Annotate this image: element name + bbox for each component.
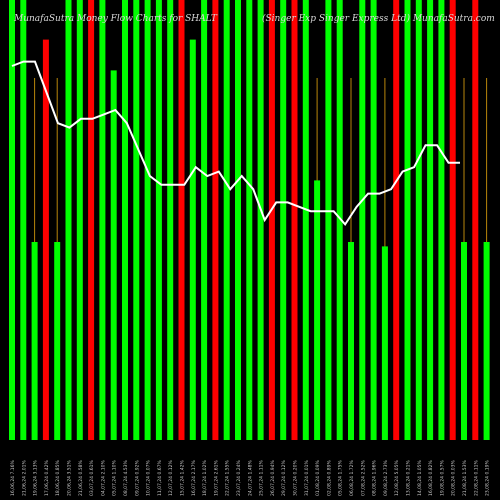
bar (336, 0, 343, 440)
x-tick-label: 08,08,24 1.96% (372, 460, 378, 496)
x-tick-label: 19,07,24 2.61% (213, 460, 219, 496)
chart-title-right: (Singer Exp Singer Express Ltd) MunafaSu… (262, 14, 495, 24)
bar (268, 0, 275, 440)
x-tick-label: 18,07,24 1.02% (202, 460, 208, 496)
bar (415, 0, 422, 440)
bar (223, 0, 230, 440)
x-tick-label: 21,06,24 0.58% (78, 460, 84, 496)
x-tick-label: 21,08,24 1.53% (462, 460, 468, 496)
bar (42, 39, 49, 440)
bar (88, 0, 95, 440)
bar (9, 0, 15, 440)
bar (31, 242, 38, 440)
bar (133, 0, 140, 440)
bar (427, 0, 434, 440)
x-tick-label: 22,07,24 1.55% (225, 460, 231, 496)
bar (246, 0, 253, 440)
bar (235, 0, 241, 440)
x-tick-label: 05,08,24 1.75% (338, 460, 344, 496)
bar (280, 0, 287, 440)
x-tick-label: 12,07,24 0.12% (168, 460, 174, 496)
bar (76, 0, 83, 440)
x-tick-label: 26,07,24 0.94% (270, 460, 276, 496)
x-tick-label: 29,07,24 0.12% (281, 460, 287, 496)
bar (65, 0, 72, 440)
x-tick-label: 19,06,24 3.13% (33, 460, 39, 496)
x-tick-label: 08,07,24 4.53% (123, 460, 129, 496)
x-tick-label: 10,07,24 0.07% (146, 460, 152, 496)
bar (393, 0, 400, 440)
bar (122, 0, 128, 440)
x-tick-label: 20,06,24 3.51% (67, 460, 73, 496)
bar (201, 0, 208, 440)
x-tick-label: 30,07,24 0.20% (293, 460, 299, 496)
bar (54, 242, 61, 440)
x-tick-label: 19,08,24 0.57% (439, 460, 445, 496)
bar (325, 0, 332, 440)
x-tick-label: 15,07,24 1.42% (180, 460, 186, 496)
bar (348, 242, 354, 440)
money-flow-line (11, 60, 460, 227)
bar (167, 0, 174, 440)
bar (178, 0, 185, 440)
x-tick-label: 06,08,24 1.72% (349, 460, 355, 496)
x-tick-label: 23,08,24 0.19% (485, 460, 491, 496)
bar (449, 0, 456, 440)
x-tick-label: 05,07,24 1.10% (112, 460, 118, 496)
x-tick-label: 25,07,24 1.11% (259, 460, 265, 496)
chart-title-left: MunafaSutra Money Flow Charts for SHALT (14, 14, 217, 24)
x-tick-label: 20,08,24 0.03% (451, 460, 457, 496)
x-tick-label: 31,07,24 0.01% (304, 460, 310, 496)
bar (155, 0, 162, 440)
bar (314, 180, 321, 440)
bar (257, 0, 264, 440)
x-tick-label: 01,08,24 0.09% (315, 460, 321, 496)
x-tick-label: 22,08,24 0.11% (473, 460, 479, 496)
bar (99, 0, 106, 440)
x-tick-label: 07,08,24 2.52% (360, 460, 366, 496)
x-tick-label: 16,07,24 2.17% (191, 460, 197, 496)
bar-series (9, 0, 490, 441)
x-tick-label: 04,07,24 2.10% (100, 460, 106, 496)
x-tick-label: 14,08,24 1.05% (417, 460, 423, 496)
x-tick-label: 23,07,24 0.24% (236, 460, 242, 496)
x-tick-label: 16,08,24 0.82% (428, 460, 434, 496)
bar (370, 0, 377, 440)
x-tick-label: 16,06,24 7.16% (10, 460, 16, 496)
x-tick-label: 09,07,24 0.92% (134, 460, 140, 496)
x-tick-label: 21,06,24 2.01% (21, 460, 27, 496)
bar (472, 0, 479, 440)
x-tick-label: 11,07,24 0.67% (157, 460, 163, 496)
x-tick-label: 18,06,24 0.85% (55, 460, 61, 496)
x-tick-label: 09,08,24 2.73% (383, 460, 389, 496)
bar (144, 0, 151, 440)
bar (381, 246, 388, 440)
bar (359, 0, 366, 440)
bar (302, 0, 309, 440)
bar (189, 39, 196, 440)
x-tick-label: 03,07,24 0.61% (89, 460, 95, 496)
x-tick-labels: 16,06,24 7.16% 21,06,24 2.01% 19,06,24 3.1… (10, 460, 491, 496)
x-tick-label: 13,08,24 0.21% (406, 460, 412, 496)
bar (438, 0, 445, 440)
x-tick-label: 02,08,24 0.89% (326, 460, 332, 496)
bar (483, 242, 490, 440)
bar (291, 0, 298, 440)
bar (212, 0, 219, 440)
x-tick-label: 17,06,24 0.42% (44, 460, 50, 496)
bar (461, 242, 467, 440)
bar (404, 0, 411, 440)
x-tick-label: 24,07,24 1.48% (247, 460, 253, 496)
x-tick-label: 12,08,24 5.05% (394, 460, 400, 496)
bar (20, 0, 27, 440)
bar (110, 70, 117, 441)
